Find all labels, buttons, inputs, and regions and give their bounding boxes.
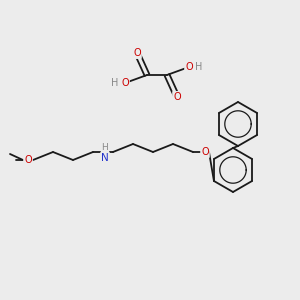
Text: O: O — [185, 62, 193, 72]
Text: O: O — [133, 48, 141, 58]
Text: H: H — [111, 78, 119, 88]
Text: N: N — [101, 153, 109, 163]
Text: O: O — [173, 92, 181, 102]
Text: O: O — [24, 155, 32, 165]
Text: O: O — [121, 78, 129, 88]
Text: H: H — [102, 142, 108, 152]
Text: O: O — [201, 147, 209, 157]
Text: H: H — [195, 62, 203, 72]
